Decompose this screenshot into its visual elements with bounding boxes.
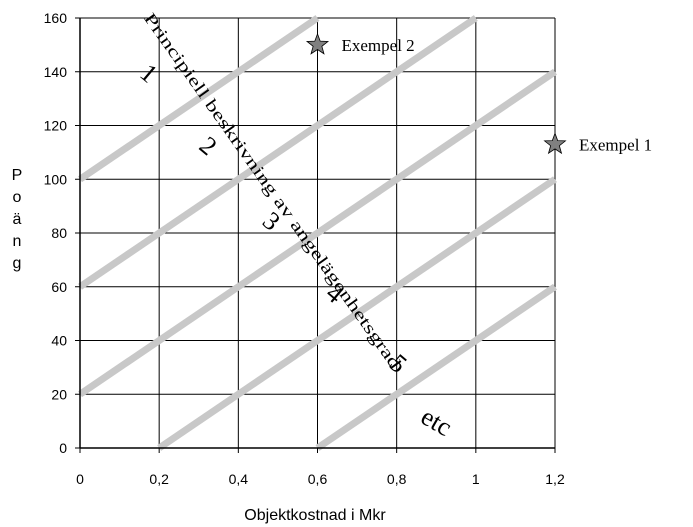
y-tick-label: 20 [51, 386, 67, 402]
y-tick-label: 100 [44, 171, 68, 187]
series-line-3 [78, 68, 557, 398]
series-line-2 [78, 15, 478, 290]
zone-label-2: 2 [194, 131, 223, 162]
star-marker-2 [543, 132, 567, 155]
series-line-5 [315, 283, 557, 451]
star-marker-1 [305, 32, 330, 55]
series-line-1 [78, 15, 320, 183]
series-lines [78, 15, 557, 451]
x-tick-label: 1,2 [545, 471, 565, 487]
x-tick-label: 1 [472, 471, 480, 487]
y-tick-label: 0 [59, 440, 67, 456]
x-tick-label: 0,8 [387, 471, 407, 487]
y-tick-label: 140 [44, 64, 68, 80]
x-axis-label: Objektkostnad i Mkr [244, 507, 386, 524]
y-tick-label: 120 [44, 118, 68, 134]
diagonal-annotation: Principiell beskrivning av angelägenhets… [140, 9, 405, 373]
y-tick-label: 40 [51, 333, 67, 349]
y-tick-labels: 0 20 40 60 80 100 120 140 160 [44, 10, 68, 456]
y-tick-label: 160 [44, 10, 68, 26]
x-tick-label: 0,4 [229, 471, 249, 487]
axes [75, 17, 556, 453]
point-label-1: Exempel 2 [342, 36, 415, 55]
etc-label: etc [416, 402, 457, 442]
y-tick-label: 80 [51, 225, 67, 241]
series-line-4 [157, 176, 557, 451]
x-tick-labels: 0 0,2 0,4 0,6 0,8 1 1,2 [76, 471, 565, 487]
x-tick-label: 0 [76, 471, 84, 487]
point-label-2: Exempel 1 [579, 135, 652, 154]
x-tick-label: 0,2 [149, 471, 169, 487]
example-points: Exempel 2 Exempel 1 [305, 32, 652, 155]
x-tick-label: 0,6 [308, 471, 328, 487]
y-tick-label: 60 [51, 279, 67, 295]
